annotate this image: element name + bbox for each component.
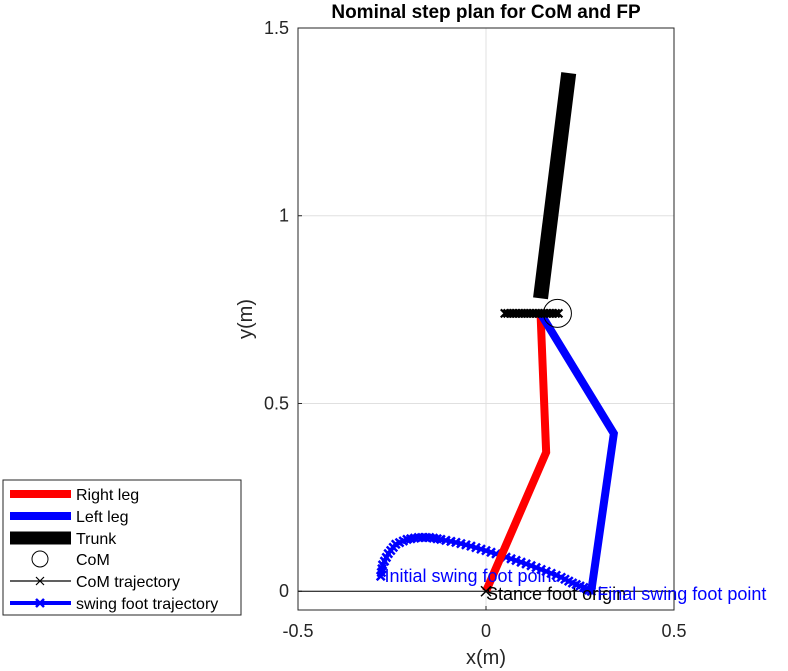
swing-foot-point xyxy=(409,533,420,544)
stance-foot-marker xyxy=(480,585,492,597)
legend-label-swing-trajectory: swing foot trajectory xyxy=(76,596,218,613)
legend-label-left-leg: Left leg xyxy=(76,509,128,526)
swing-foot-point xyxy=(398,536,409,546)
swing-foot-point xyxy=(420,532,431,543)
axes-frame xyxy=(297,27,675,611)
legend-label-trunk: Trunk xyxy=(76,531,117,548)
swing-foot-point xyxy=(476,544,486,555)
y-tick-label: 1.5 xyxy=(264,18,289,38)
swing-foot-point xyxy=(377,563,387,574)
right-leg-line xyxy=(482,313,551,593)
swing-foot-point xyxy=(563,576,574,586)
x-tick-label: 0.5 xyxy=(661,621,686,641)
swing-foot-point xyxy=(446,536,456,547)
annotation-label: Final swing foot point xyxy=(597,584,766,604)
swing-foot-point xyxy=(551,570,562,581)
y-tick-label: 0 xyxy=(279,581,289,601)
swing-foot-point xyxy=(432,533,443,544)
plot-area xyxy=(298,72,674,597)
legend-label-right-leg: Right leg xyxy=(76,487,139,504)
trunk-line xyxy=(533,72,577,300)
annotation-label: Initial swing foot point xyxy=(384,566,556,586)
legend-marker-com-trajectory xyxy=(35,576,45,586)
y-tick-label: 1 xyxy=(279,206,289,226)
swing-foot-point xyxy=(536,564,547,575)
legend-marker-swing-trajectory xyxy=(35,598,45,608)
left-leg-line xyxy=(537,311,619,592)
com-trajectory-point xyxy=(553,308,564,319)
legend-label-com-trajectory: CoM trajectory xyxy=(76,574,180,591)
legend: Right leg Left leg Trunk CoM CoM traject… xyxy=(2,479,242,616)
swing-foot-point xyxy=(461,540,471,550)
y-axis-label: y(m) xyxy=(235,299,257,339)
swing-foot-point xyxy=(575,581,585,591)
chart-title: Nominal step plan for CoM and FP xyxy=(331,2,641,23)
com-marker xyxy=(542,298,572,328)
y-tick-label: 0.5 xyxy=(264,393,289,413)
annotation-label: Stance foot origin xyxy=(486,584,626,604)
x-axis-label: x(m) xyxy=(466,647,506,669)
ticks: -0.5 0 0.5 0 0.5 1 1.5 xyxy=(264,18,687,641)
legend-box xyxy=(2,479,242,616)
x-tick-label: -0.5 xyxy=(282,621,313,641)
com-trajectory-point xyxy=(550,308,561,319)
swing-foot-point xyxy=(506,553,516,564)
swing-foot-point xyxy=(381,552,392,563)
swing-foot-point xyxy=(521,559,531,569)
legend-swatch-com xyxy=(31,550,49,568)
legend-label-com: CoM xyxy=(76,552,110,569)
x-tick-label: 0 xyxy=(481,621,491,641)
